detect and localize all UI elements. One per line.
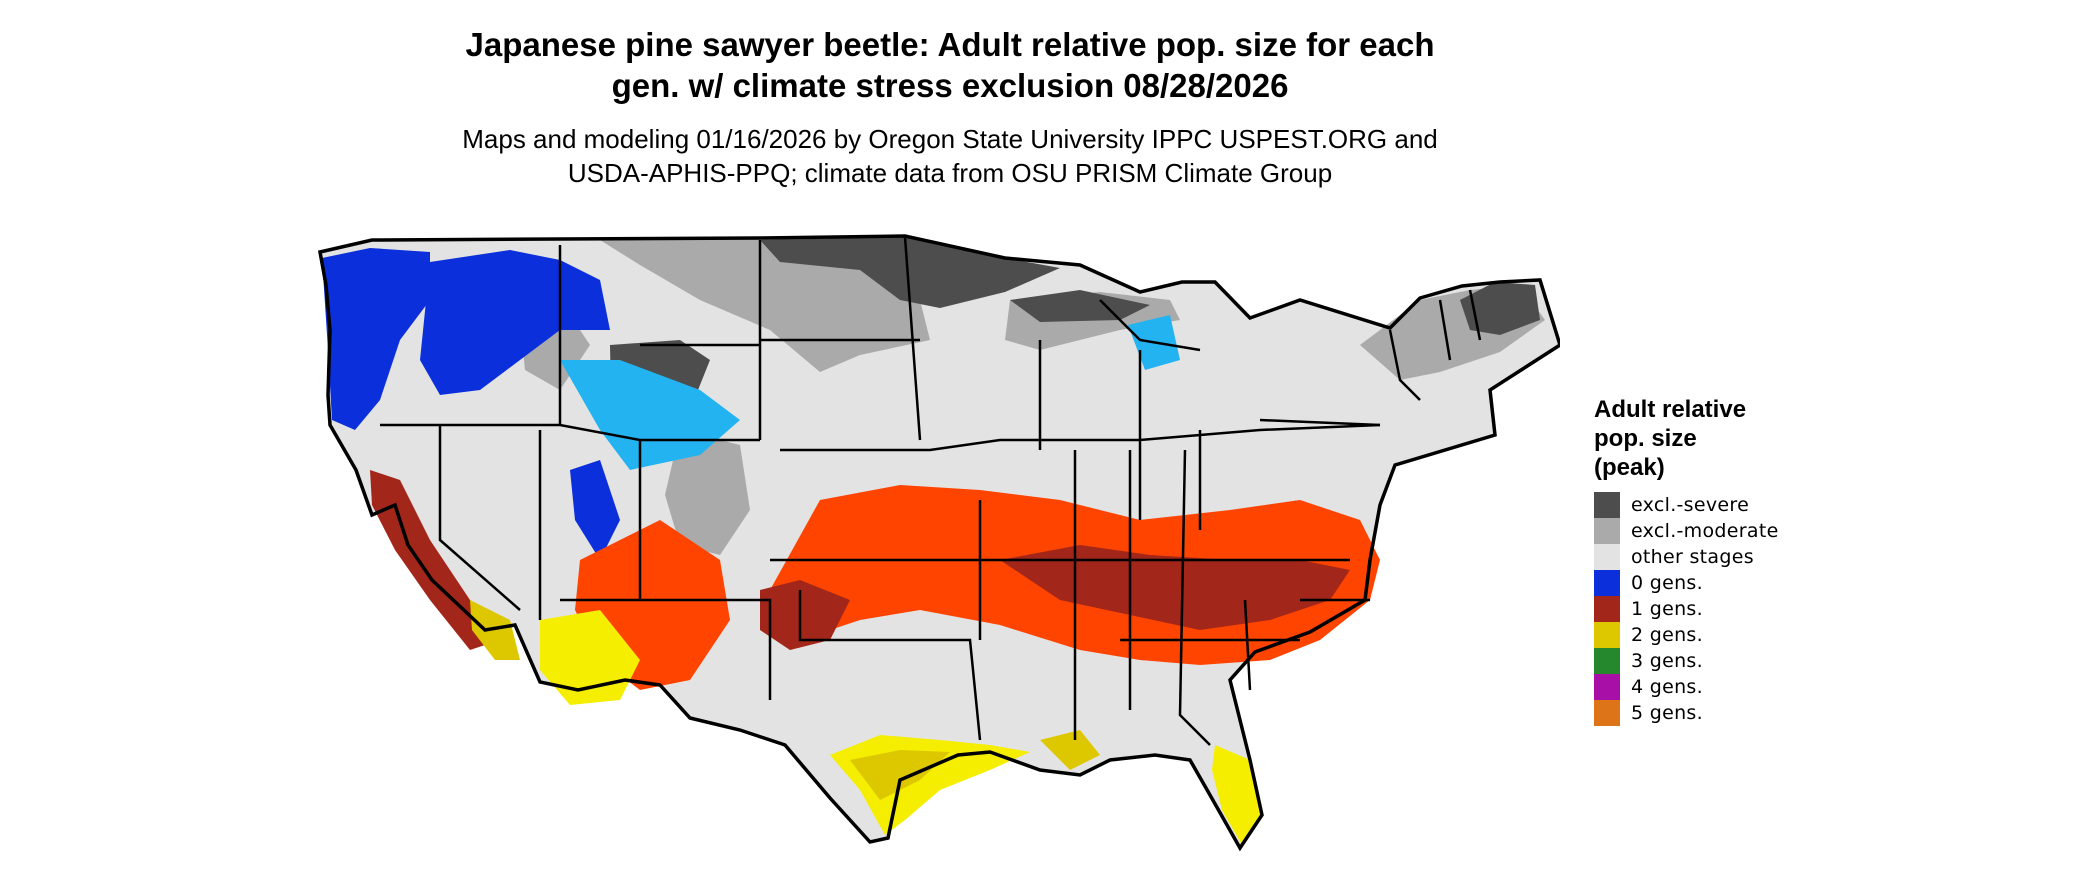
legend-item: 1 gens. — [1594, 596, 1779, 622]
state-border — [1438, 299, 1452, 361]
one-gen-dark-texas — [760, 580, 850, 650]
one-gen-california — [370, 470, 500, 650]
legend-label: 4 gens. — [1631, 676, 1703, 698]
legend-label: 5 gens. — [1631, 702, 1703, 724]
legend-swatch — [1594, 570, 1620, 596]
legend-label: excl.-severe — [1631, 494, 1750, 516]
excl-severe-new-england — [1460, 282, 1540, 335]
legend-title: Adult relative pop. size (peak) — [1594, 395, 1779, 482]
legend-title-line-2: pop. size — [1594, 425, 1697, 452]
legend-label: 2 gens. — [1631, 624, 1703, 646]
state-border — [1259, 418, 1381, 427]
legend-label: other stages — [1631, 546, 1754, 568]
legend-item: 4 gens. — [1594, 674, 1779, 700]
legend-title-line-3: (peak) — [1594, 454, 1665, 481]
subtitle-line-1: Maps and modeling 01/16/2026 by Oregon S… — [462, 124, 1438, 154]
subtitle-line-2: USDA-APHIS-PPQ; climate data from OSU PR… — [567, 158, 1333, 188]
zero-gens-pacific-northwest — [322, 248, 430, 430]
us-outline — [317, 234, 1560, 852]
us-map — [317, 234, 1560, 852]
title-line-2: gen. w/ climate stress exclusion 08/28/2… — [611, 67, 1289, 104]
legend-swatch — [1594, 596, 1620, 622]
state-border — [798, 590, 982, 741]
one-gen-dark-belt — [1000, 545, 1350, 630]
legend-swatch — [1594, 492, 1620, 518]
two-gens-florida — [1212, 745, 1262, 845]
legend-item: excl.-moderate — [1594, 518, 1779, 544]
state-border — [438, 425, 521, 611]
state-border — [1468, 289, 1482, 341]
legend-item: 3 gens. — [1594, 648, 1779, 674]
map-title: Japanese pine sawyer beetle: Adult relat… — [300, 24, 1600, 106]
two-gens-gulf-coast-dark — [850, 750, 950, 800]
legend-swatch — [1594, 700, 1620, 726]
legend-item: 0 gens. — [1594, 570, 1779, 596]
excl-moderate-rockies — [665, 430, 750, 555]
state-border — [780, 423, 1381, 452]
legend-item: 5 gens. — [1594, 700, 1779, 726]
legend-label: 3 gens. — [1631, 650, 1703, 672]
state-border — [1243, 599, 1252, 691]
state-border — [1178, 449, 1211, 746]
excl-moderate-north-plains — [600, 237, 930, 372]
title-line-1: Japanese pine sawyer beetle: Adult relat… — [465, 26, 1435, 63]
legend-item: other stages — [1594, 544, 1779, 570]
map-subtitle: Maps and modeling 01/16/2026 by Oregon S… — [300, 122, 1600, 190]
legend-label: 1 gens. — [1631, 598, 1703, 620]
two-gens-louisiana — [1040, 730, 1100, 770]
legend-swatch — [1594, 622, 1620, 648]
legend-label: 0 gens. — [1631, 572, 1703, 594]
legend-item: excl.-severe — [1594, 492, 1779, 518]
state-border — [1099, 299, 1201, 352]
legend-label: excl.-moderate — [1631, 520, 1779, 542]
zero-gens-sierra — [570, 460, 620, 560]
legend-swatch — [1594, 544, 1620, 570]
zero-gens-northern-rockies — [420, 250, 610, 395]
zero-gens-light-rockies — [560, 360, 740, 470]
legend-swatch — [1594, 648, 1620, 674]
legend-title-line-1: Adult relative — [1594, 396, 1747, 423]
legend-swatch — [1594, 674, 1620, 700]
state-border — [903, 236, 922, 441]
state-border — [640, 598, 772, 700]
legend-swatch — [1594, 518, 1620, 544]
state-border — [1388, 329, 1421, 401]
state-border — [380, 423, 760, 442]
legend-item: 2 gens. — [1594, 622, 1779, 648]
legend-items: excl.-severe excl.-moderate other stages 0 … — [1594, 492, 1779, 726]
map-legend: Adult relative pop. size (peak) excl.-se… — [1594, 395, 1779, 726]
